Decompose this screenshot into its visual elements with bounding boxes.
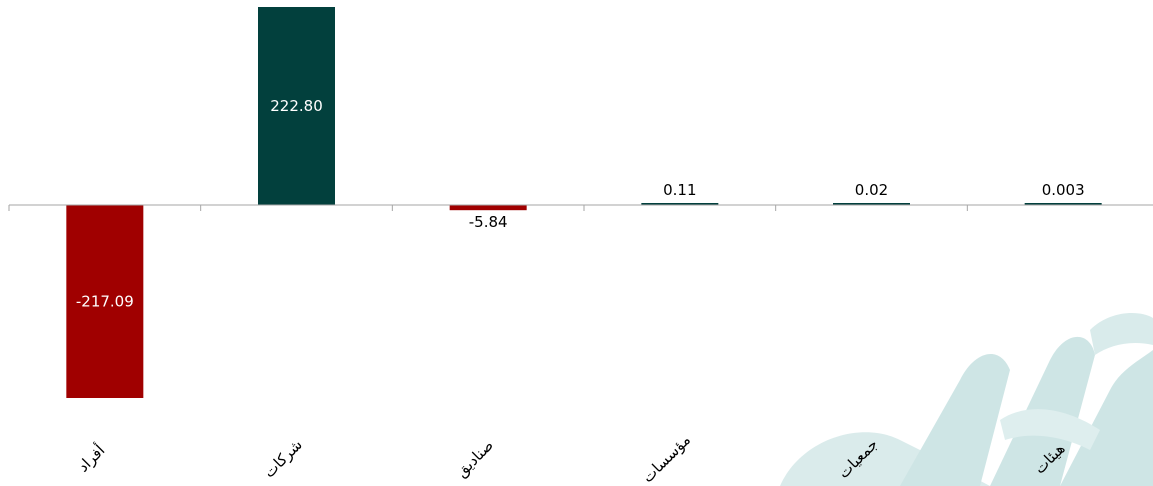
bar xyxy=(833,203,910,205)
bar xyxy=(258,7,335,205)
bar xyxy=(66,205,144,398)
data-label: -217.09 xyxy=(76,293,134,311)
data-label: 0.11 xyxy=(663,181,696,199)
bar xyxy=(641,203,719,205)
watermark-logo xyxy=(780,313,1153,486)
data-label: 0.02 xyxy=(855,181,888,199)
category-label: مؤسسات xyxy=(639,431,694,486)
category-label: صناديق xyxy=(452,436,497,481)
category-label: شركات xyxy=(260,436,306,482)
bar xyxy=(1024,203,1102,205)
data-label: 0.003 xyxy=(1042,181,1085,199)
category-label: أفراد xyxy=(73,441,108,476)
data-label: -5.84 xyxy=(469,213,508,231)
bar xyxy=(449,205,527,211)
data-label: 222.80 xyxy=(270,97,323,115)
